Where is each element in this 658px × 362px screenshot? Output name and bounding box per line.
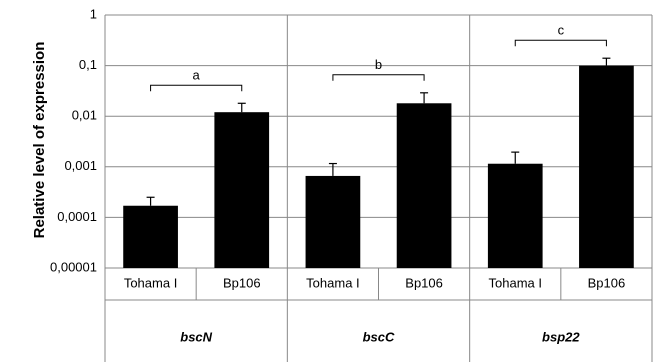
bar (487, 163, 543, 268)
bar (123, 205, 178, 268)
bar (214, 112, 270, 269)
bar (396, 103, 452, 269)
y-tick-label: 0,001 (64, 158, 97, 173)
y-tick-label: 0,1 (79, 57, 97, 72)
x-tick-label: Bp106 (405, 275, 443, 290)
annotation: a (193, 68, 201, 83)
group-label: bsp22 (542, 329, 580, 344)
y-tick-label: 1 (90, 6, 97, 21)
y-tick-label: 0,01 (72, 108, 97, 123)
x-tick-label: Tohama I (306, 275, 359, 290)
x-tick-label: Tohama I (489, 275, 542, 290)
bar (305, 175, 361, 268)
annotation: b (375, 57, 382, 72)
x-tick-label: Bp106 (223, 275, 261, 290)
x-tick-label: Tohama I (124, 275, 177, 290)
group-label: bscN (180, 329, 212, 344)
y-tick-label: 0,0001 (57, 209, 97, 224)
annotation: c (558, 23, 565, 38)
bar (579, 65, 634, 268)
y-tick-label: 0,00001 (50, 259, 97, 274)
bracket (332, 74, 425, 81)
group-label: bscC (363, 329, 395, 344)
bracket (514, 39, 607, 47)
bracket (150, 84, 243, 92)
y-axis-title: Relative level of expression (31, 42, 48, 239)
x-tick-label: Bp106 (588, 275, 626, 290)
